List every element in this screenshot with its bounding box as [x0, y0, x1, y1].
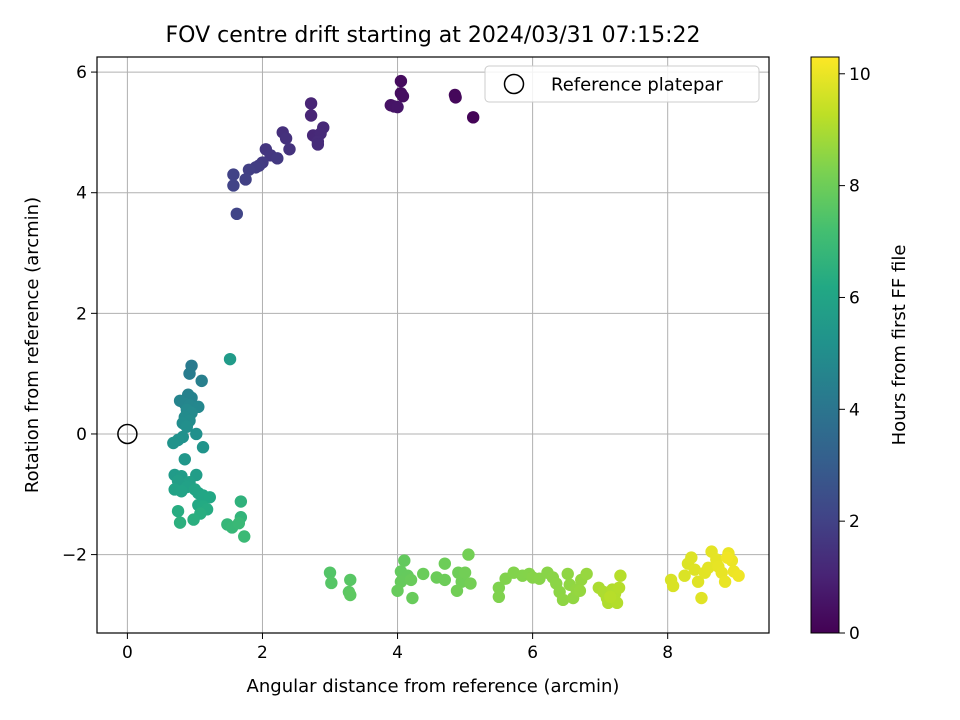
x-axis-ticks: 0 2 4 6 8	[122, 633, 673, 663]
data-point	[239, 173, 252, 186]
legend: Reference platepar	[484, 65, 760, 103]
data-point	[183, 367, 196, 380]
chart-title: FOV centre drift starting at 2024/03/31 …	[166, 23, 701, 48]
data-point	[466, 111, 480, 124]
y-tick-label: 6	[76, 63, 87, 83]
data-point	[227, 168, 240, 181]
data-point	[492, 581, 506, 594]
colorbar-ticks: 0 2 4 6 8 10	[839, 65, 871, 644]
axes-frame	[96, 56, 770, 634]
data-point	[573, 584, 587, 597]
data-point	[391, 584, 404, 597]
data-point	[702, 561, 715, 575]
data-point	[196, 441, 210, 454]
legend-box	[484, 65, 760, 103]
data-point	[492, 590, 506, 604]
data-point	[325, 576, 338, 590]
colorbar-tick-label: 6	[849, 288, 860, 308]
data-point	[580, 567, 593, 581]
colorbar-tick-label: 0	[849, 624, 860, 644]
data-point	[462, 548, 475, 561]
data-point	[614, 569, 627, 582]
data-point	[732, 569, 745, 582]
legend-reference-label: Reference platepar	[551, 75, 723, 96]
data-point	[344, 573, 357, 587]
x-axis-label: Angular distance from reference (arcmin)	[247, 676, 620, 697]
data-point	[173, 516, 187, 529]
data-point	[271, 152, 284, 165]
data-point	[449, 91, 462, 104]
colorbar	[810, 56, 840, 634]
data-point	[720, 551, 734, 564]
data-point	[394, 74, 408, 88]
legend-reference-marker	[503, 73, 525, 95]
y-tick-label: −2	[62, 546, 87, 566]
data-point	[242, 163, 256, 176]
data-point	[238, 530, 251, 543]
data-point	[406, 591, 419, 605]
y-axis-ticks: −2 0 2 4 6	[62, 63, 97, 566]
data-point	[234, 495, 248, 508]
data-point	[187, 513, 200, 526]
x-tick-label: 6	[527, 643, 538, 663]
colorbar-label: Hours from first FF file	[889, 245, 910, 446]
colorbar-tick-label: 4	[849, 400, 860, 420]
x-tick-label: 2	[257, 643, 268, 663]
data-point	[180, 420, 194, 433]
x-tick-label: 0	[122, 643, 133, 663]
data-point	[391, 100, 404, 114]
x-tick-label: 8	[662, 643, 673, 663]
data-point	[311, 138, 325, 151]
data-point	[678, 569, 691, 582]
colorbar-tick-label: 10	[849, 65, 871, 85]
data-point	[561, 567, 574, 581]
data-point	[718, 575, 732, 588]
reference-platepar-marker	[117, 423, 138, 445]
data-point	[695, 591, 708, 605]
data-point	[438, 557, 452, 570]
data-point	[190, 427, 203, 441]
y-axis-label: Rotation from reference (arcmin)	[22, 197, 43, 493]
data-point	[279, 132, 293, 145]
data-point	[404, 573, 418, 587]
y-tick-label: 2	[76, 304, 87, 324]
data-point	[685, 551, 698, 564]
data-point	[223, 352, 237, 366]
data-point	[604, 590, 617, 604]
data-point	[612, 581, 626, 594]
data-point	[178, 453, 191, 466]
colorbar-tick-label: 8	[849, 177, 860, 197]
data-point	[195, 374, 208, 388]
data-point	[171, 504, 185, 518]
data-point	[417, 567, 430, 581]
data-point	[688, 563, 701, 576]
data-point	[230, 207, 244, 221]
data-point	[666, 579, 680, 593]
data-point	[396, 90, 410, 103]
data-point	[458, 566, 472, 579]
data-point	[450, 584, 464, 597]
data-point	[175, 485, 188, 498]
data-point	[232, 517, 246, 530]
y-tick-label: 4	[76, 184, 87, 204]
data-point	[203, 491, 216, 504]
data-point	[464, 577, 477, 590]
x-tick-label: 4	[392, 643, 403, 663]
data-point	[344, 588, 357, 602]
data-point	[556, 593, 570, 607]
data-point	[398, 554, 411, 567]
data-point	[323, 566, 337, 579]
y-tick-label: 0	[76, 425, 87, 445]
data-point	[304, 109, 318, 122]
data-point	[691, 575, 705, 588]
colorbar-tick-label: 2	[849, 512, 860, 532]
data-point	[227, 179, 240, 192]
data-point	[438, 573, 452, 587]
data-point	[283, 143, 296, 156]
data-point	[167, 436, 180, 450]
data-points	[167, 74, 745, 610]
data-point	[304, 97, 318, 110]
